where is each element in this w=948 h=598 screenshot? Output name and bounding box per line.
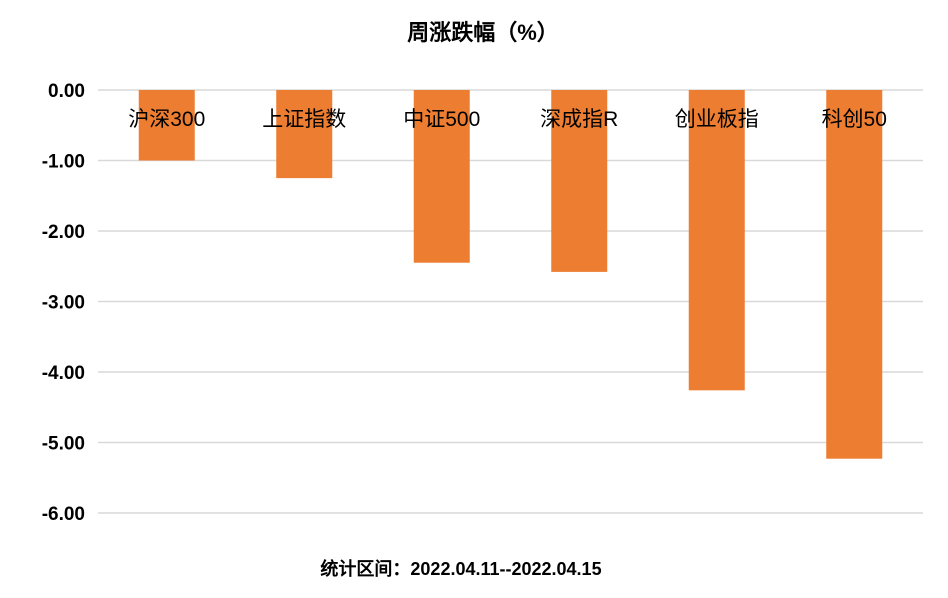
category-labels: 沪深300 上证指数 中证500 深成指R 创业板指 科创50 xyxy=(128,108,887,131)
bar-4 xyxy=(551,90,608,272)
footer-date-range: 统计区间：2022.04.11--2022.04.15 xyxy=(320,558,601,579)
category-label: 科创50 xyxy=(822,108,887,131)
bar-6 xyxy=(826,90,883,459)
bars xyxy=(138,90,883,459)
bar-1 xyxy=(138,90,195,161)
y-tick-label: -3.00 xyxy=(42,293,85,314)
category-label: 中证500 xyxy=(403,108,480,131)
y-tick-label: -2.00 xyxy=(42,222,85,243)
category-label: 深成指R xyxy=(540,108,618,131)
y-tick-label: 0.00 xyxy=(48,81,85,102)
category-label: 沪深300 xyxy=(128,108,205,131)
category-label: 创业板指 xyxy=(675,108,759,131)
category-label: 上证指数 xyxy=(262,108,346,131)
bar-5 xyxy=(688,90,745,391)
bar-2 xyxy=(276,90,333,179)
y-tick-label: -4.00 xyxy=(42,363,85,384)
y-axis-tick-labels: 0.00 -1.00 -2.00 -3.00 -4.00 -5.00 -6.00 xyxy=(42,81,85,525)
bar-3 xyxy=(413,90,470,263)
y-tick-label: -6.00 xyxy=(42,504,85,525)
gridlines xyxy=(98,89,923,514)
y-tick-label: -5.00 xyxy=(42,434,85,455)
chart-title: 周涨跌幅（%） xyxy=(407,20,559,45)
y-tick-label: -1.00 xyxy=(42,152,85,173)
